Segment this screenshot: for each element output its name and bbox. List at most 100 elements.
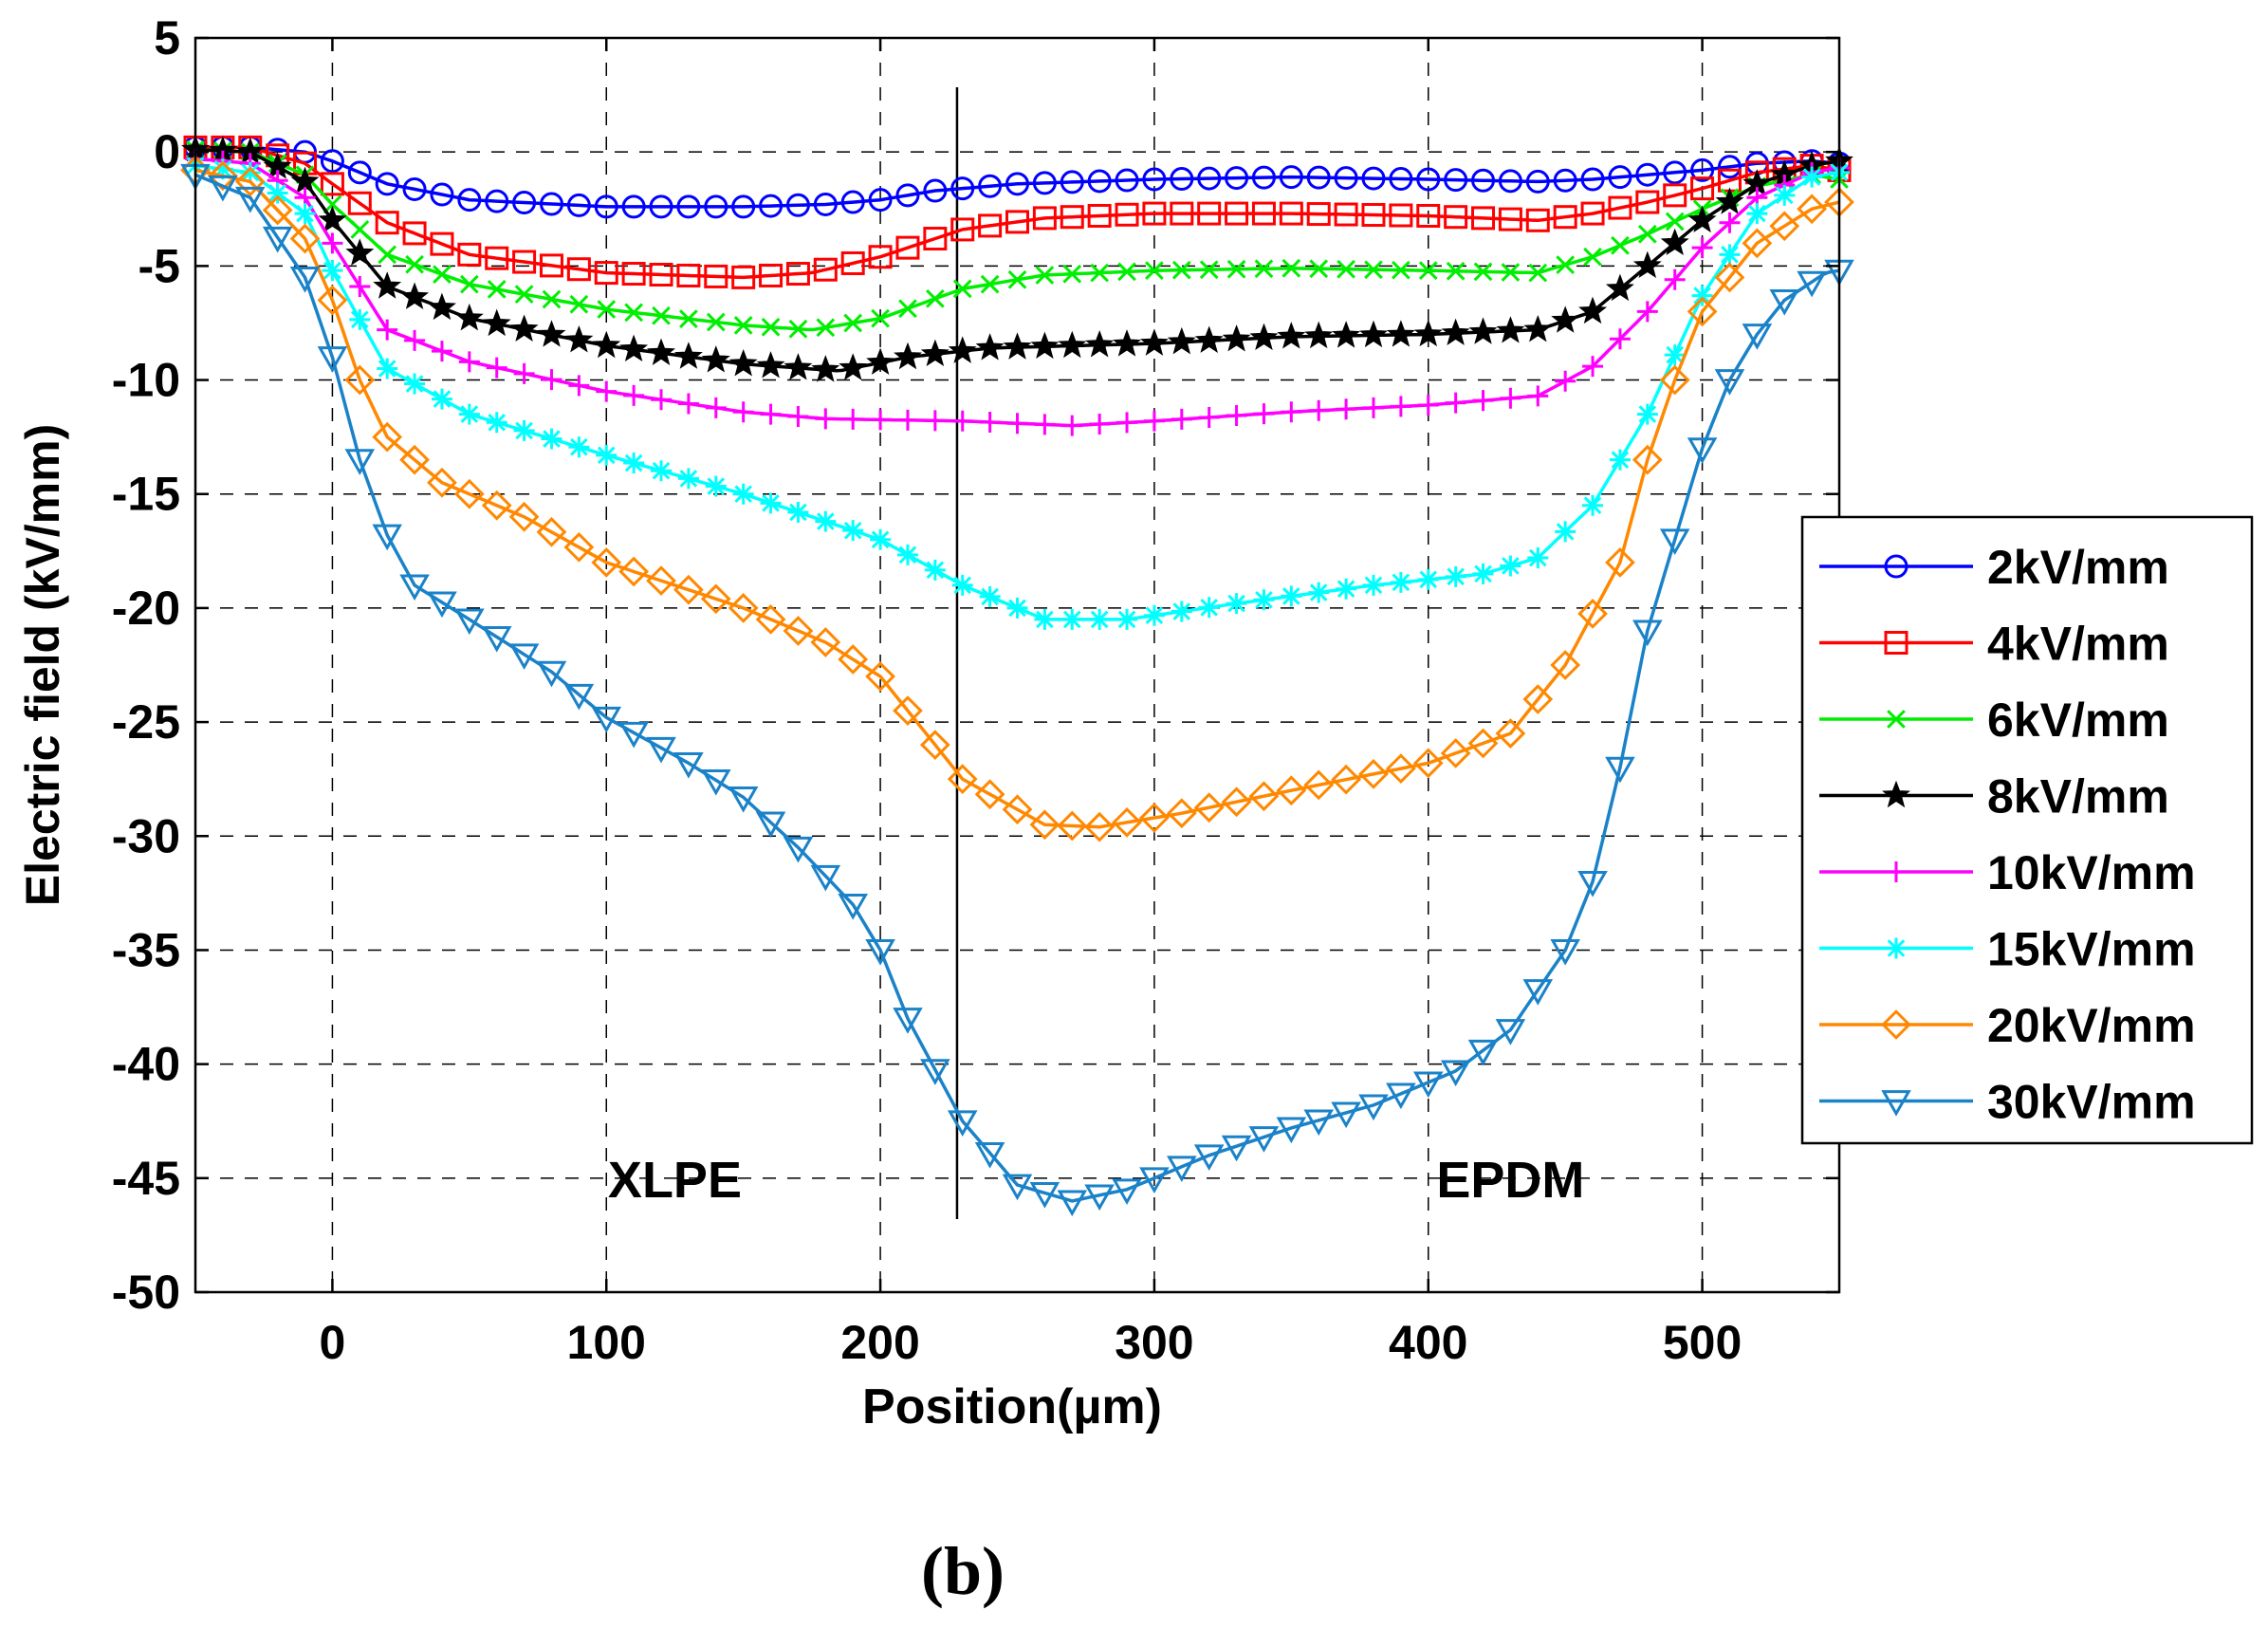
data-point <box>1002 794 1033 825</box>
y-tick-label: -35 <box>112 923 180 976</box>
y-tick-label: -20 <box>112 582 180 635</box>
legend-box <box>1800 515 2254 1145</box>
data-point <box>649 262 673 287</box>
data-point <box>234 186 266 213</box>
data-point <box>1441 318 1470 345</box>
data-point <box>838 644 869 675</box>
data-point <box>895 235 920 260</box>
data-point <box>1331 764 1361 795</box>
data-point <box>1143 410 1165 432</box>
data-point <box>1663 183 1687 208</box>
data-point <box>1193 1144 1225 1172</box>
data-point <box>512 191 537 215</box>
data-point <box>596 444 618 466</box>
data-point <box>924 559 946 581</box>
x-tick-label: 300 <box>1115 1316 1193 1369</box>
data-point <box>1171 260 1191 280</box>
data-point <box>592 330 621 359</box>
data-point <box>1797 194 1827 225</box>
data-point <box>673 751 704 779</box>
data-point <box>1306 202 1331 227</box>
data-point <box>320 172 344 196</box>
data-point <box>1003 332 1032 360</box>
data-point <box>893 1008 923 1034</box>
data-point <box>1522 684 1554 714</box>
data-point <box>1498 169 1522 194</box>
legend-marker <box>1884 554 1908 579</box>
data-point <box>372 524 402 551</box>
data-point <box>618 721 649 749</box>
data-point <box>1390 571 1411 593</box>
data-point <box>1221 786 1252 818</box>
data-point <box>1226 405 1247 427</box>
data-point <box>1525 169 1550 194</box>
data-point <box>1556 255 1576 275</box>
data-point <box>1577 870 1608 897</box>
data-point <box>755 604 786 635</box>
data-point <box>537 320 566 347</box>
data-point <box>1336 398 1357 420</box>
data-point <box>1444 168 1468 193</box>
data-point <box>512 250 537 274</box>
data-point <box>457 242 482 267</box>
data-point <box>486 357 507 379</box>
legend-marker <box>1881 1090 1911 1117</box>
data-point <box>1006 597 1028 619</box>
data-point <box>1358 759 1389 789</box>
data-point <box>898 299 917 319</box>
legend-entry: 30kV/mm <box>1819 1076 2196 1129</box>
data-point <box>704 194 728 219</box>
data-point <box>1139 328 1169 356</box>
data-point <box>838 893 868 920</box>
data-point <box>1582 356 1604 378</box>
data-point <box>733 315 753 335</box>
data-point <box>1361 166 1386 191</box>
y-tick-label: -40 <box>112 1038 180 1091</box>
data-point <box>728 593 759 623</box>
y-tick-label: -45 <box>112 1152 180 1205</box>
data-point <box>1714 369 1745 396</box>
data-point <box>978 174 1003 198</box>
data-point <box>979 412 1001 434</box>
data-point <box>1225 166 1249 191</box>
data-point <box>1389 203 1413 228</box>
data-point <box>785 193 810 217</box>
legend-marker <box>1887 710 1906 729</box>
data-point <box>1690 176 1715 201</box>
data-point <box>513 362 535 384</box>
legend-marker <box>1881 1009 1911 1040</box>
data-point <box>1170 167 1194 192</box>
data-point <box>1253 589 1275 611</box>
data-point <box>1550 939 1580 966</box>
data-point <box>1276 775 1307 806</box>
data-point <box>843 313 863 333</box>
data-point <box>1527 547 1549 569</box>
legend-entry: 15kV/mm <box>1819 923 2196 976</box>
data-point <box>536 516 567 547</box>
data-point <box>677 468 699 490</box>
data-point <box>870 409 892 431</box>
data-point <box>923 178 948 203</box>
data-point <box>1090 263 1110 283</box>
data-point <box>404 329 426 351</box>
data-point <box>1553 168 1577 193</box>
data-point <box>457 188 482 213</box>
data-point <box>1769 289 1800 316</box>
data-point <box>1523 314 1553 342</box>
data-point <box>1057 1190 1088 1217</box>
data-point <box>731 194 756 219</box>
data-point <box>563 531 595 563</box>
data-point <box>320 149 344 174</box>
data-point <box>1635 190 1660 214</box>
y-tick-label: 0 <box>154 125 180 178</box>
data-point <box>1251 165 1276 190</box>
data-point <box>704 264 728 288</box>
data-point <box>1279 165 1303 190</box>
data-point <box>289 266 321 293</box>
data-point <box>597 300 617 319</box>
data-point <box>1719 244 1741 266</box>
data-point <box>651 389 673 411</box>
data-point <box>1060 170 1084 194</box>
data-point <box>1362 397 1384 418</box>
data-point <box>378 245 397 265</box>
